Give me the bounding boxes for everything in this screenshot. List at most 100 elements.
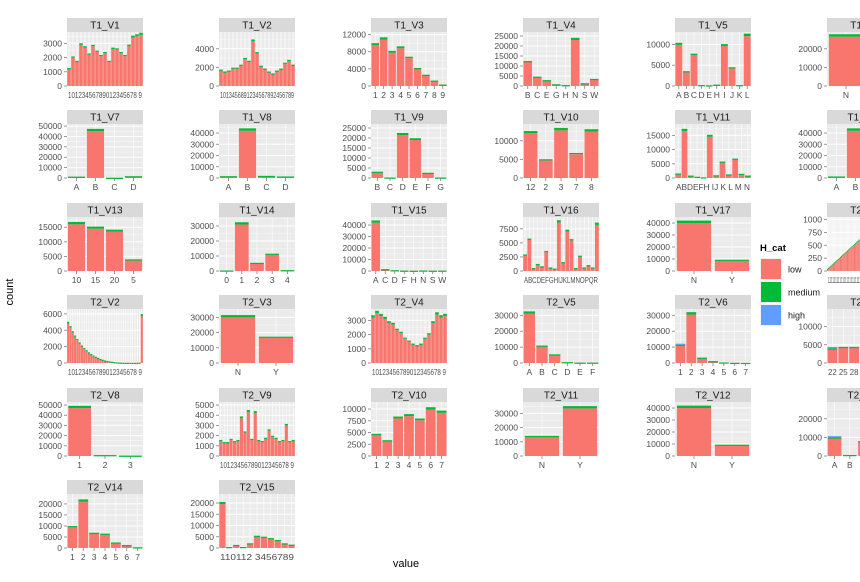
bar-low	[101, 359, 104, 363]
bar-low	[393, 418, 404, 456]
y-tick-label: 40000	[342, 220, 366, 230]
x-tick-label: D	[400, 182, 406, 192]
x-tick-label: B	[684, 90, 690, 100]
bar-low	[264, 438, 268, 456]
bar-low	[542, 80, 552, 86]
bar-low	[436, 412, 447, 456]
x-tick-labels: 110112 3456789	[220, 552, 294, 562]
bar-medium	[396, 46, 405, 49]
bar-medium	[590, 267, 595, 269]
bar-medium	[831, 264, 833, 266]
y-tick-label: 20000	[646, 326, 670, 336]
bar-medium	[573, 268, 578, 270]
bar-medium	[226, 442, 230, 444]
bar-medium	[382, 440, 393, 442]
bar-low	[403, 338, 407, 363]
x-tick-label: 0	[224, 275, 229, 285]
bar-medium	[422, 172, 434, 174]
bar-medium	[240, 547, 247, 549]
x-tick-labels: ABDEFH IJ K L M N	[676, 182, 750, 192]
bar-low	[67, 224, 86, 271]
x-tick-label: B	[245, 182, 251, 192]
x-tick-label: Y	[577, 460, 583, 470]
facet-strip	[827, 295, 860, 309]
bar-medium	[260, 441, 264, 443]
bar-medium	[79, 43, 83, 45]
y-tick-label: 4000	[43, 325, 62, 335]
bar-low	[423, 338, 427, 363]
bar-medium	[280, 270, 295, 272]
bar-low	[422, 173, 434, 178]
bar-medium	[705, 85, 713, 87]
y-tick-label: 4000	[195, 44, 214, 54]
panel-t1-v6: T1_V601000020000NY	[798, 18, 860, 100]
bar-medium	[676, 220, 712, 223]
bar-medium	[371, 171, 384, 173]
bar-low	[427, 334, 431, 363]
bar-low	[67, 527, 78, 548]
facet-strip	[219, 18, 295, 32]
bar-low	[573, 268, 578, 271]
bar-low	[231, 68, 235, 86]
x-tick-label: C	[552, 367, 558, 377]
bar-medium	[542, 80, 552, 82]
bar-medium	[584, 129, 599, 132]
x-tick-label: 3	[390, 90, 395, 100]
facet-strip-label: T2_V1	[850, 206, 860, 217]
bar-medium	[736, 85, 744, 87]
x-tick-label: 7	[743, 367, 748, 377]
facet-strip-label: T1_V8	[242, 113, 272, 124]
y-tick-label: 20000	[190, 498, 214, 508]
bar-low	[831, 264, 833, 271]
panel-t1-v3: T1_V3 0 4000 8000 12000 1 2 3 4 5 6 7 8 9	[342, 18, 447, 100]
bar-medium	[425, 407, 436, 410]
bar-medium	[281, 543, 288, 545]
bar-low	[92, 355, 95, 363]
bar-medium	[111, 47, 115, 50]
y-tick-label: 10000	[494, 342, 518, 352]
bar-low	[279, 69, 283, 86]
bar-medium	[700, 177, 707, 179]
bar-medium	[856, 241, 858, 244]
y-tick-label: 30000	[190, 312, 214, 322]
y-tick-label: 0	[817, 266, 822, 276]
bar-medium	[828, 34, 860, 37]
y-tick-label: 2000	[347, 330, 366, 340]
y-tick-label: 10000	[798, 62, 822, 72]
bar-medium	[263, 68, 267, 70]
bar-low	[371, 222, 381, 271]
bar-low	[532, 77, 542, 86]
y-tick-label: 10000	[342, 404, 366, 414]
x-tick-label: 3	[92, 552, 97, 562]
panel-background	[675, 124, 751, 178]
y-tick-label: 10000	[190, 343, 214, 353]
bar-medium	[423, 337, 427, 339]
bar-low	[258, 337, 294, 363]
bar-medium	[849, 248, 851, 250]
x-tick-label: 2	[543, 182, 548, 192]
bar-medium	[220, 315, 256, 318]
bar-low	[580, 83, 590, 86]
y-tick-label: 0	[361, 358, 366, 368]
facet-strip-label: T2_V15	[239, 483, 274, 494]
bar-medium	[94, 356, 97, 359]
panel-background	[523, 309, 599, 363]
bar-low	[67, 323, 70, 363]
bar-medium	[257, 175, 276, 178]
bar-low	[828, 36, 860, 86]
bar-medium	[80, 345, 84, 347]
facet-strip-label: T1_V10	[543, 113, 578, 124]
bar-low	[719, 162, 726, 178]
bar-low	[140, 316, 143, 363]
facet-strip-label: T2_V9	[242, 391, 272, 402]
panel-t1-v17: T1_V17 0 10000 20000 30000 40000 N Y	[646, 203, 751, 285]
y-tick-label: 20000	[494, 326, 518, 336]
bar-medium	[267, 71, 271, 73]
bar-medium	[257, 439, 261, 442]
bar-medium	[124, 259, 143, 261]
bar-medium	[274, 539, 281, 542]
x-tick-label: 6	[428, 460, 433, 470]
